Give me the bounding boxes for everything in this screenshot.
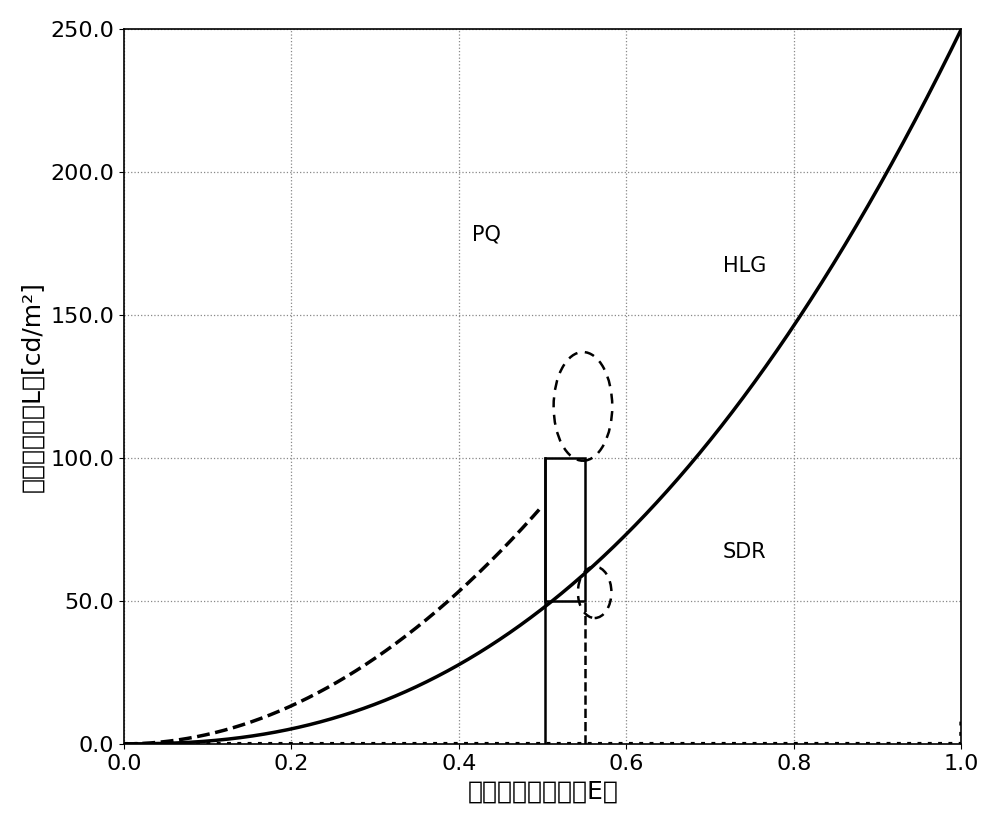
X-axis label: 归一化视频电平（E）: 归一化视频电平（E） bbox=[467, 780, 618, 803]
Text: SDR: SDR bbox=[723, 542, 766, 562]
Bar bbox=[545, 458, 585, 601]
Text: HLG: HLG bbox=[723, 256, 766, 276]
Text: PQ: PQ bbox=[472, 225, 500, 245]
Y-axis label: 显示亮度级（L）[cd/m²]: 显示亮度级（L）[cd/m²] bbox=[21, 281, 45, 492]
